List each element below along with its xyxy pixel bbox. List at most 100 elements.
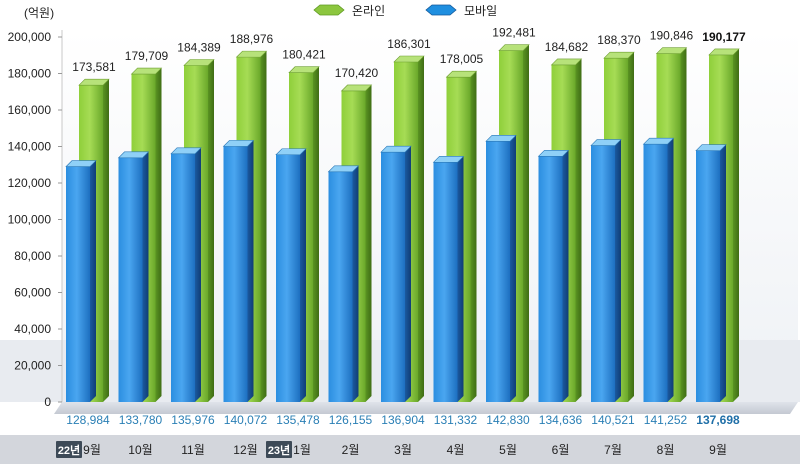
mobile-bar-11-front xyxy=(643,144,668,403)
mobile-bar-3-top xyxy=(222,140,255,147)
category-strip xyxy=(0,435,800,464)
mobile-bar-11-top xyxy=(642,137,675,145)
mobile-bar-3-side xyxy=(247,140,254,403)
mobile-value-label: 142,830 xyxy=(486,413,530,427)
online-bar-0-top xyxy=(78,78,110,86)
online-bar-3-top xyxy=(235,50,268,58)
mobile-bar-8 xyxy=(485,135,517,402)
y-tick-label: 120,000 xyxy=(8,176,52,190)
mobile-value-label: 134,636 xyxy=(539,413,583,427)
online-value-label: 178,005 xyxy=(440,52,484,66)
online-bar-11-top xyxy=(655,47,688,55)
mobile-bar-2-side xyxy=(195,147,201,402)
mobile-value-label: 136,904 xyxy=(381,413,425,427)
online-bar-5-side xyxy=(365,84,372,403)
mobile-bar-10-front xyxy=(591,145,615,402)
online-bar-6-side xyxy=(418,56,424,403)
mobile-bar-12-side xyxy=(720,144,726,402)
x-tick-label: 9월 xyxy=(709,443,727,457)
y-tick-label: 20,000 xyxy=(14,359,51,373)
online-bar-2-side xyxy=(208,59,214,402)
mobile-bar-0-side xyxy=(90,160,96,402)
mobile-bar-2-top xyxy=(170,147,202,155)
mobile-bar-9-front xyxy=(538,156,563,402)
legend-label-online: 온라인 xyxy=(352,4,385,18)
mobile-bar-7-front xyxy=(433,162,458,402)
mobile-value-label: 135,976 xyxy=(171,413,215,427)
year-badge xyxy=(56,441,82,458)
mobile-bar-8-top xyxy=(485,135,517,142)
mobile-bar-6-top xyxy=(380,145,412,153)
mobile-bar-2-front xyxy=(171,153,195,402)
mobile-bar-5-top xyxy=(327,165,360,173)
online-value-label: 180,421 xyxy=(282,48,326,62)
mobile-bar-0 xyxy=(65,160,97,402)
online-bar-3-side xyxy=(260,51,267,402)
mobile-bar-12-top xyxy=(695,144,727,152)
x-tick-label: 2월 xyxy=(342,443,360,457)
online-value-label: 170,420 xyxy=(335,66,379,80)
mobile-bar-4-front xyxy=(276,154,300,402)
chart-floor xyxy=(54,402,798,414)
mobile-bar-10 xyxy=(590,139,622,402)
online-bar-1-top xyxy=(130,67,163,75)
mobile-bar-11 xyxy=(642,137,675,403)
mobile-bar-0-front xyxy=(66,166,90,402)
mobile-bar-2 xyxy=(170,147,202,402)
mobile-value-label: 131,332 xyxy=(434,413,478,427)
mobile-bar-7 xyxy=(432,156,465,402)
x-tick-label: 4월 xyxy=(447,443,465,457)
year-badge-label: 23년 xyxy=(268,443,290,457)
online-value-label: 192,481 xyxy=(492,26,536,40)
y-tick-label: 100,000 xyxy=(8,213,52,227)
legend-item-online: 온라인 xyxy=(313,4,385,18)
mobile-bar-1-side xyxy=(142,151,149,402)
year-badge-label: 22년 xyxy=(58,443,80,457)
mobile-bar-7-side xyxy=(457,156,464,402)
x-tick-label: 1월 xyxy=(293,443,311,457)
mobile-bar-4 xyxy=(275,148,307,402)
legend-label-mobile: 모바일 xyxy=(464,4,497,18)
mobile-bar-9-side xyxy=(562,150,569,402)
x-tick-label: 12월 xyxy=(233,443,257,457)
mobile-bar-5-side xyxy=(352,165,359,402)
online-bar-5-top xyxy=(340,84,373,92)
online-bar-6-top xyxy=(393,55,425,63)
y-axis-unit: (억원) xyxy=(24,6,54,20)
mobile-bar-6-side xyxy=(405,146,411,402)
mobile-bar-6 xyxy=(380,145,412,402)
y-tick-label: 200,000 xyxy=(8,30,52,44)
online-bar-11-side xyxy=(680,47,687,402)
mobile-value-label: 135,478 xyxy=(276,413,320,427)
online-bar-9-side xyxy=(575,58,582,402)
y-tick-label: 60,000 xyxy=(14,286,51,300)
mobile-bar-1-top xyxy=(117,151,150,159)
online-value-label: 179,709 xyxy=(125,49,169,63)
mobile-value-label: 133,780 xyxy=(119,413,163,427)
mobile-bar-1 xyxy=(117,151,150,402)
mobile-bar-5 xyxy=(327,165,360,402)
online-value-label: 186,301 xyxy=(387,37,431,51)
online-bar-9-top xyxy=(550,58,583,66)
mobile-value-label: 137,698 xyxy=(696,413,740,427)
mobile-value-label: 140,521 xyxy=(591,413,635,427)
online-value-label: 173,581 xyxy=(72,60,116,74)
online-bar-2-top xyxy=(183,59,215,66)
x-tick-label: 8월 xyxy=(657,443,675,457)
online-value-label: 184,682 xyxy=(545,40,589,54)
x-tick-label: 6월 xyxy=(552,443,570,457)
online-bar-0-side xyxy=(103,79,109,403)
mobile-bar-12-front xyxy=(696,150,720,402)
x-tick-label: 7월 xyxy=(604,443,622,457)
online-bar-4-top xyxy=(288,66,320,74)
y-tick-label: 160,000 xyxy=(8,103,52,117)
online-value-label: 188,976 xyxy=(230,32,274,46)
mobile-bar-8-side xyxy=(510,135,516,402)
y-tick-label: 180,000 xyxy=(8,67,52,81)
x-tick-label: 11월 xyxy=(181,443,205,457)
y-tick-label: 40,000 xyxy=(14,322,51,336)
online-value-label: 190,846 xyxy=(650,29,694,43)
mobile-bar-8-front xyxy=(486,141,510,402)
mobile-bar-12 xyxy=(695,144,727,402)
